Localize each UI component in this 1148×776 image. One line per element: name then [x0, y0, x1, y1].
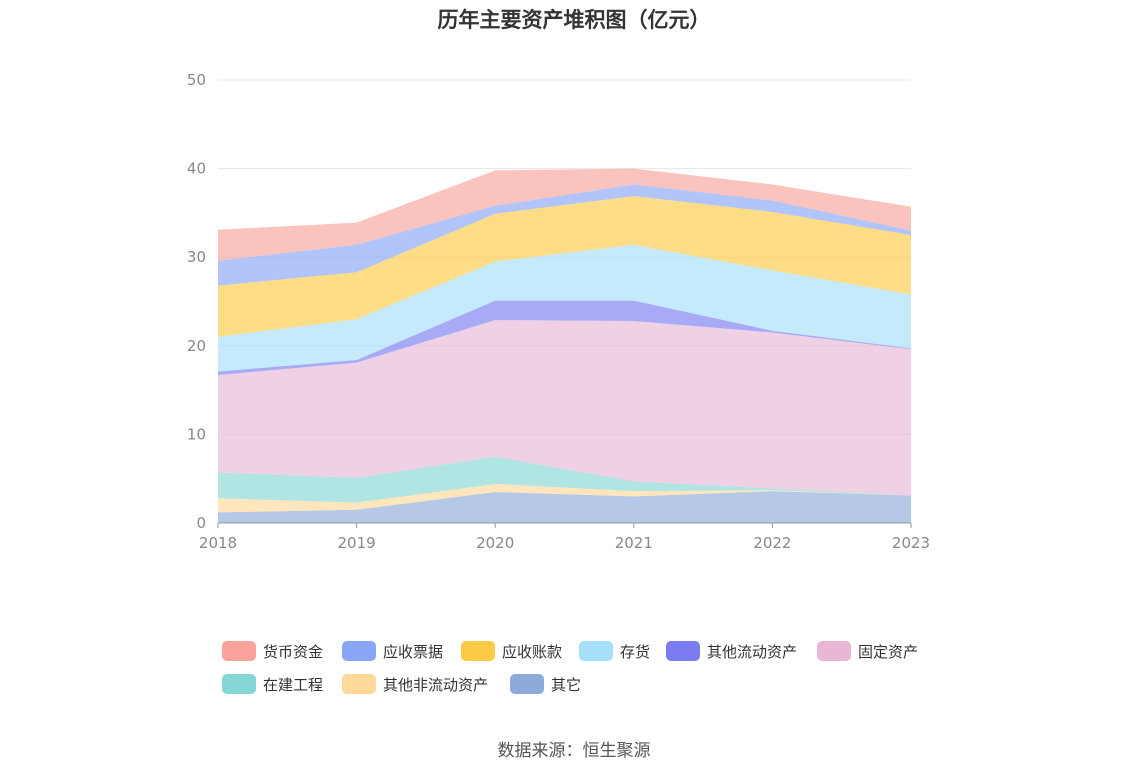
- data-source: 数据来源：恒生聚源: [497, 741, 651, 761]
- y-tick-label: 20: [187, 337, 206, 355]
- area-series: [218, 244, 911, 372]
- legend-swatch: [461, 641, 495, 661]
- y-tick-label: 30: [187, 248, 206, 266]
- stacked-area-chart: 0 10 20 30 40 50 2018 2019 2020 2021 2022 2023: [187, 71, 930, 552]
- legend-item-other-non-current-assets[interactable]: 其他非流动资产: [342, 673, 488, 695]
- legend-item-accounts-receivable[interactable]: 应收账款: [461, 640, 562, 662]
- legend-label: 存货: [620, 642, 651, 661]
- legend-label: 固定资产: [858, 642, 919, 661]
- legend-item-others[interactable]: 其它: [510, 673, 581, 695]
- legend-swatch: [666, 641, 700, 661]
- y-tick-label: 50: [187, 71, 206, 89]
- legend-label: 应收账款: [502, 642, 563, 661]
- x-tick-label: 2018: [199, 534, 237, 552]
- legend-swatch: [579, 641, 613, 661]
- legend-label: 其它: [551, 675, 582, 694]
- area-series: [218, 320, 911, 496]
- legend-item-construction-in-progress[interactable]: 在建工程: [222, 673, 323, 695]
- legend-swatch: [222, 641, 256, 661]
- area-series: [218, 491, 911, 523]
- x-tick-label: 2019: [338, 534, 376, 552]
- legend-label: 在建工程: [263, 675, 324, 694]
- legend-swatch: [817, 641, 851, 661]
- y-tick-label: 10: [187, 425, 206, 443]
- chart-title: 历年主要资产堆积图（亿元）: [437, 8, 711, 32]
- legend-label: 货币资金: [263, 642, 324, 661]
- y-tick-label: 40: [187, 160, 206, 178]
- legend-item-cash[interactable]: 货币资金: [222, 640, 323, 662]
- area-series: [218, 184, 911, 286]
- legend-label: 其他流动资产: [707, 642, 798, 661]
- area-series: [218, 300, 911, 375]
- legend-item-inventory[interactable]: 存货: [579, 640, 650, 662]
- x-tick-label: 2020: [476, 534, 514, 552]
- x-tick-label: 2021: [615, 534, 653, 552]
- legend-item-fixed-assets[interactable]: 固定资产: [817, 640, 918, 662]
- legend-label: 应收票据: [383, 642, 444, 661]
- area-series: [218, 168, 911, 261]
- legend-swatch: [510, 674, 544, 694]
- area-series: [218, 456, 911, 503]
- x-tick-label: 2023: [892, 534, 930, 552]
- legend-swatch: [342, 641, 376, 661]
- area-series: [218, 484, 911, 513]
- legend-swatch: [342, 674, 376, 694]
- area-series: [218, 196, 911, 337]
- legend-label: 其他非流动资产: [383, 675, 489, 694]
- legend-swatch: [222, 674, 256, 694]
- x-tick-label: 2022: [753, 534, 791, 552]
- legend-item-notes-receivable[interactable]: 应收票据: [342, 640, 443, 662]
- legend-item-other-current-assets[interactable]: 其他流动资产: [666, 640, 797, 662]
- y-tick-label: 0: [196, 514, 206, 532]
